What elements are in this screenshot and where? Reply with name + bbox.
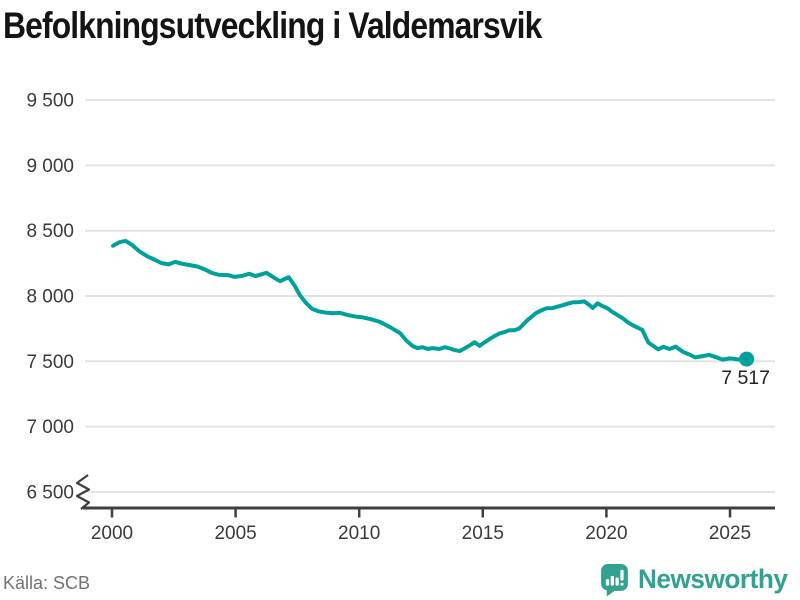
population-line xyxy=(111,238,749,362)
newsworthy-brand[interactable]: Newsworthy xyxy=(599,562,792,597)
y-tick-label: 7 500 xyxy=(26,352,74,373)
x-tick-label: 2000 xyxy=(91,523,133,544)
chart-title: Befolkningsutveckling i Valdemarsvik xyxy=(3,5,542,46)
x-tick-label: 2015 xyxy=(462,523,504,544)
x-tick-label: 2025 xyxy=(709,523,751,544)
x-tick-label: 2005 xyxy=(214,523,256,544)
end-value-label: 7 517 xyxy=(721,367,770,389)
x-tick-label: 2020 xyxy=(585,523,627,544)
y-tick-label: 6 500 xyxy=(26,482,74,503)
y-tick-label: 8 000 xyxy=(26,287,74,308)
y-tick-label: 9 500 xyxy=(26,91,74,112)
y-tick-label: 7 000 xyxy=(26,417,74,438)
source-label: Källa: SCB xyxy=(3,573,91,593)
axis-break-icon xyxy=(75,474,91,510)
logo-bar-tall xyxy=(610,575,614,586)
y-tick-label: 9 000 xyxy=(26,156,74,177)
newsworthy-logo-icon xyxy=(601,564,628,597)
logo-bar-medium xyxy=(615,577,619,586)
logo-exclamation-bar xyxy=(620,569,624,581)
end-point-dot xyxy=(739,351,755,367)
y-tick-label: 8 500 xyxy=(26,221,74,242)
newsworthy-logo-text: Newsworthy xyxy=(637,564,788,594)
logo-bar-small xyxy=(605,578,610,586)
logo-exclamation-dot xyxy=(620,582,624,586)
x-tick-label: 2010 xyxy=(338,523,380,544)
